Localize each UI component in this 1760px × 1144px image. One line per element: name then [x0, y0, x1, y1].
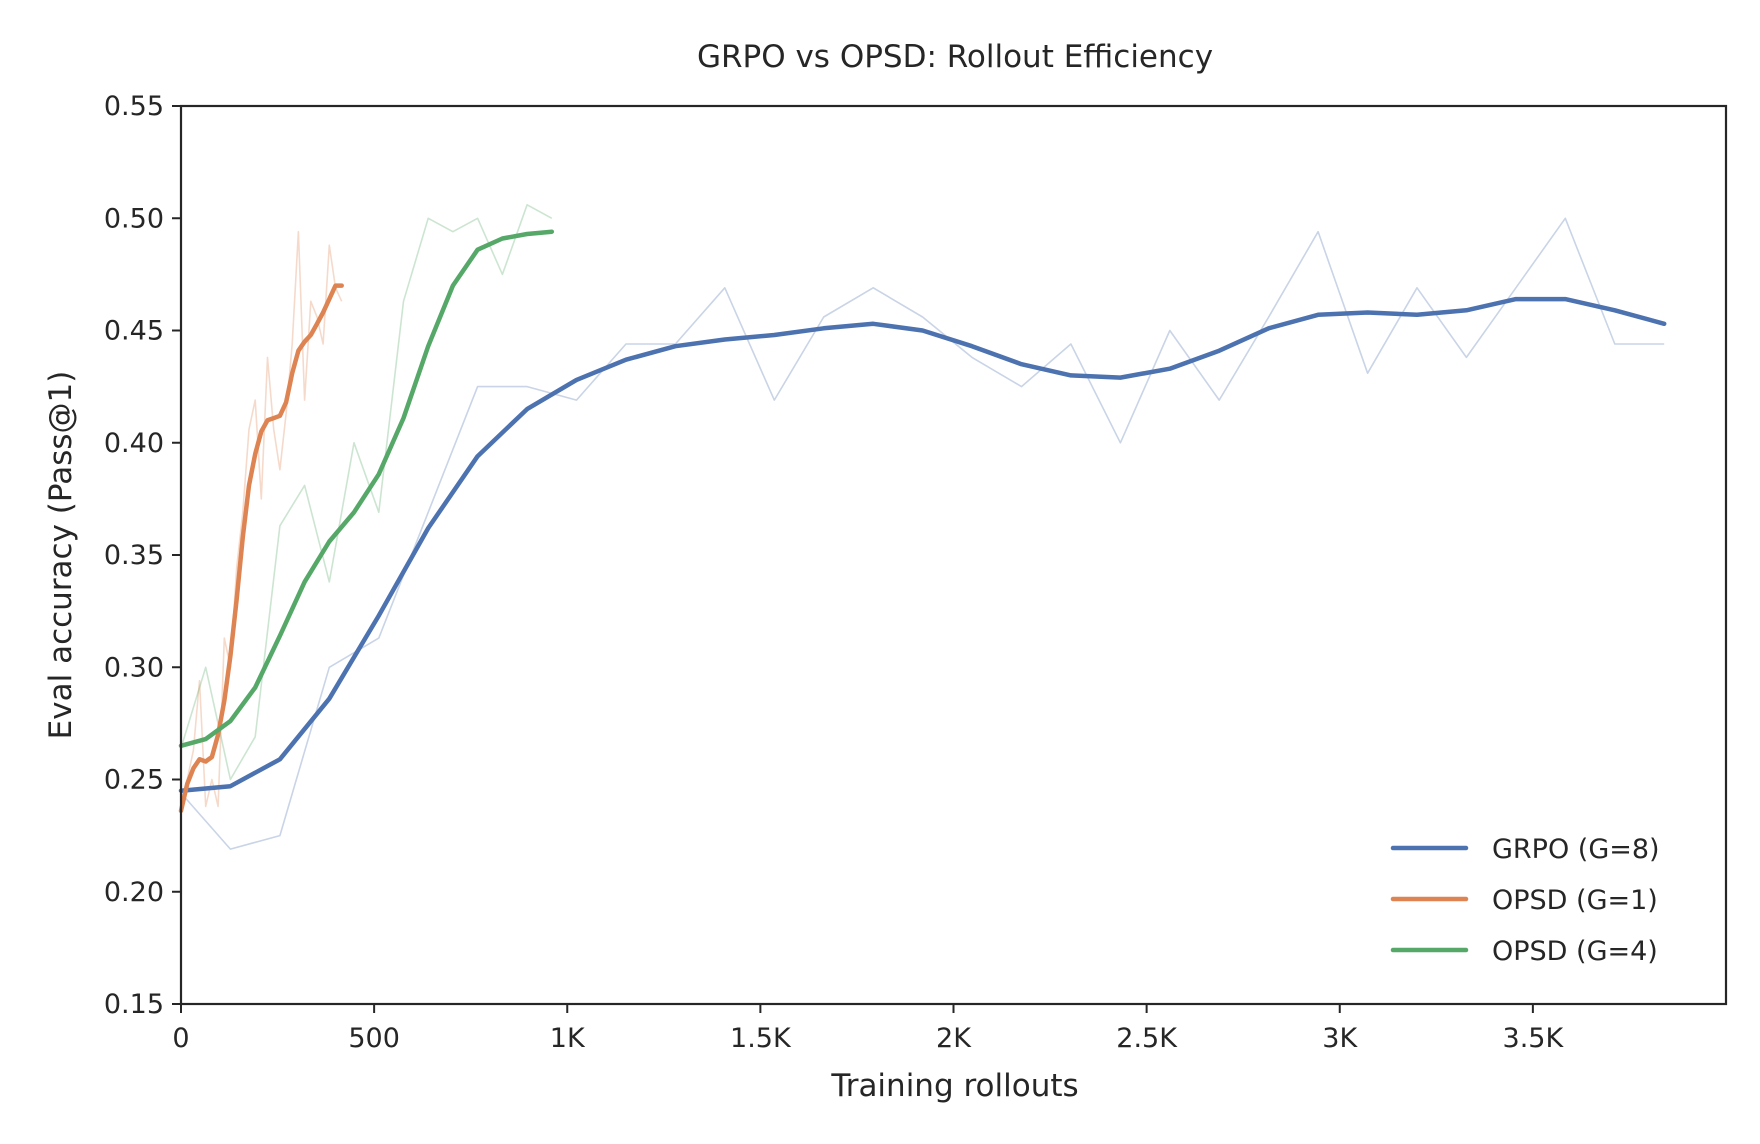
y-axis-title: Eval accuracy (Pass@1)	[43, 371, 79, 740]
y-tick-label: 0.15	[104, 989, 164, 1020]
y-tick-label: 0.20	[104, 877, 164, 908]
y-axis-ticks: 0.15 0.20 0.25 0.30 0.35 0.40 0.45 0.50 0.55	[104, 91, 181, 1020]
x-tick-label: 2K	[936, 1023, 972, 1054]
x-tick-label: 3.5K	[1503, 1023, 1565, 1054]
y-tick-label: 0.25	[104, 765, 164, 796]
raw-line-opsd-g-1	[180, 230, 343, 808]
y-tick-label: 0.40	[104, 428, 164, 459]
legend-label: GRPO (G=8)	[1492, 834, 1660, 865]
x-axis-title: Training rollouts	[830, 1068, 1078, 1104]
legend-label: OPSD (G=1)	[1492, 885, 1658, 916]
x-tick-label: 1.5K	[730, 1023, 792, 1054]
legend-label: OPSD (G=4)	[1492, 936, 1658, 967]
smoothed-line-opsd-g-4	[178, 229, 555, 749]
y-tick-label: 0.30	[104, 652, 164, 683]
x-tick-label: 2.5K	[1116, 1023, 1178, 1054]
x-axis-ticks: 0 500 1K 1.5K 2K 2.5K 3K 3.5K	[172, 1004, 1564, 1054]
y-tick-label: 0.35	[104, 540, 164, 571]
y-tick-label: 0.50	[104, 203, 164, 234]
x-tick-label: 1K	[550, 1023, 586, 1054]
raw-line-grpo-g-8	[180, 217, 1665, 850]
smoothed-line-grpo-g-8	[178, 296, 1667, 793]
smoothed-series-layer	[178, 229, 1667, 814]
x-tick-label: 500	[348, 1023, 400, 1054]
raw-series-layer	[180, 204, 1665, 850]
x-tick-label: 0	[172, 1023, 189, 1054]
x-tick-label: 3K	[1322, 1023, 1358, 1054]
chart-title: GRPO vs OPSD: Rollout Efficiency	[697, 39, 1213, 75]
smoothed-line-opsd-g-1	[178, 283, 344, 814]
y-tick-label: 0.55	[104, 91, 164, 122]
y-tick-label: 0.45	[104, 316, 164, 347]
legend: GRPO (G=8) OPSD (G=1) OPSD (G=4)	[1390, 834, 1660, 967]
